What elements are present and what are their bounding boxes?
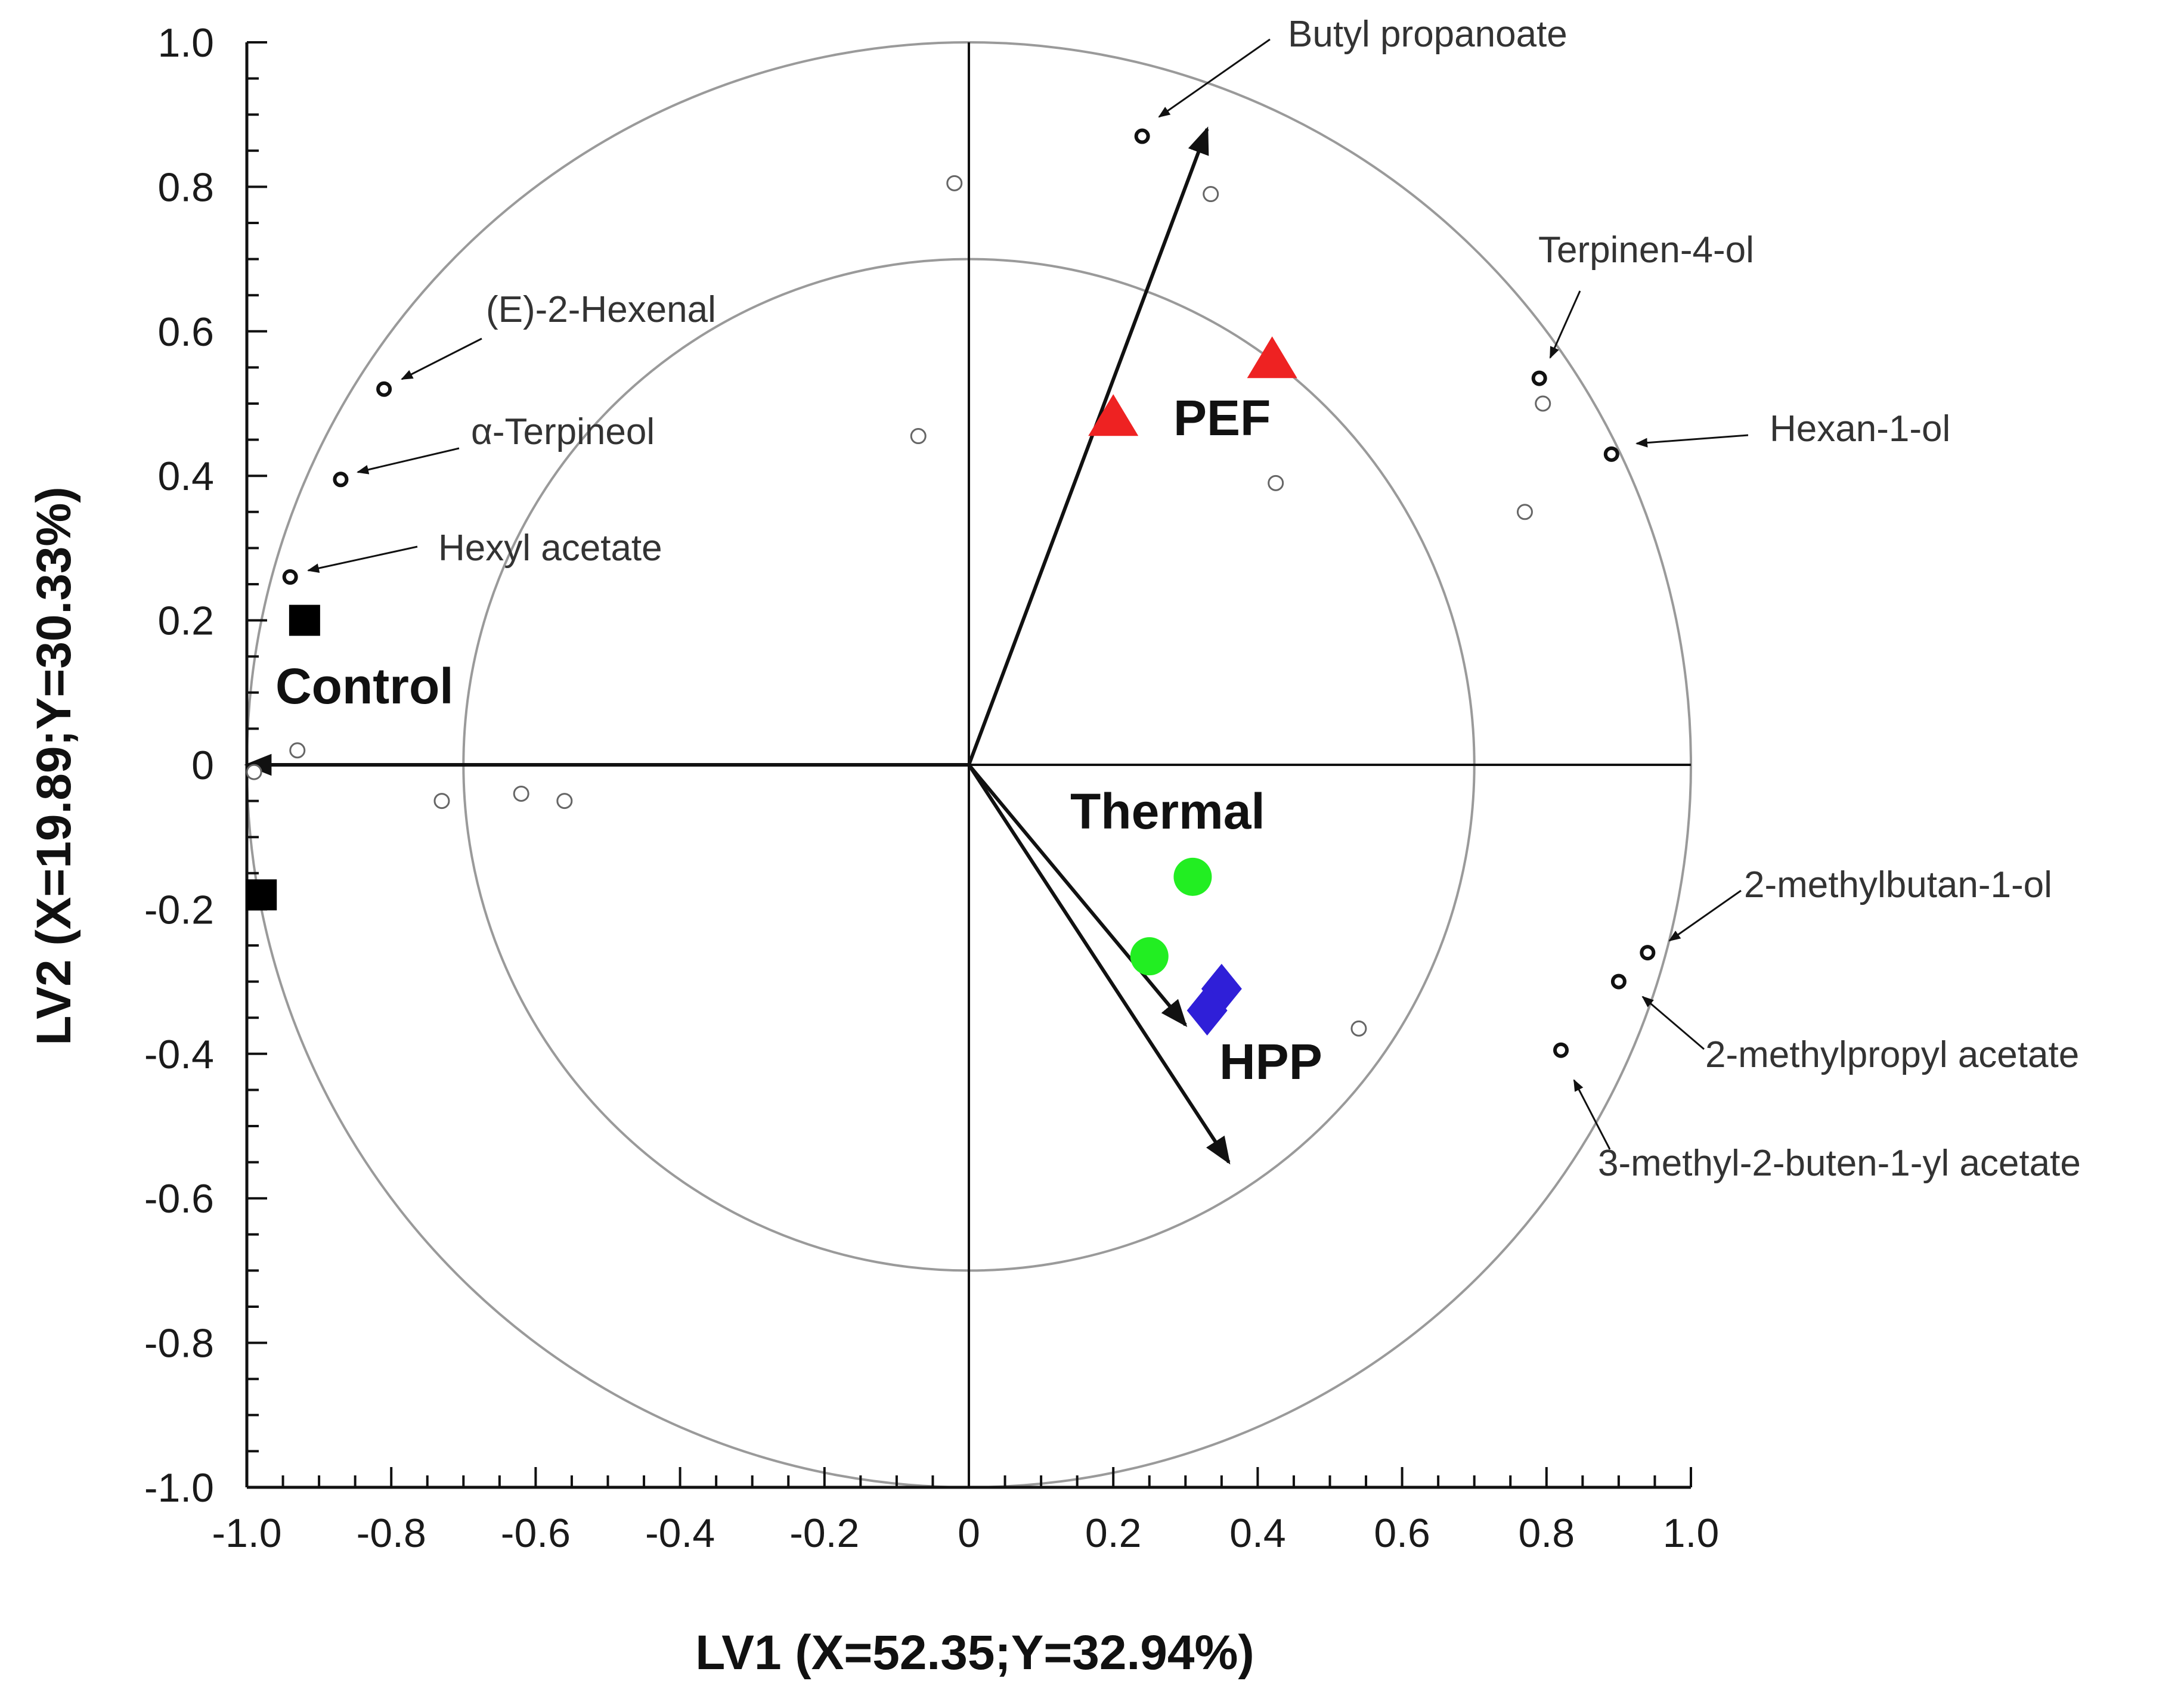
vector-thermal [967, 764, 1188, 1027]
variable-label: 2-methylpropyl acetate [1705, 1034, 2079, 1075]
x-tick-label: -0.8 [357, 1511, 426, 1556]
leader-line [1573, 1079, 1611, 1150]
variable-point [289, 742, 306, 759]
variable-point [1535, 395, 1551, 412]
y-tick-label: 0.2 [157, 599, 214, 644]
labeled-variable-point [376, 381, 392, 397]
labeled-variable-point [333, 472, 349, 488]
leader-line [1635, 434, 1749, 448]
y-tick-label: -1.0 [144, 1465, 214, 1511]
leader-line [1641, 996, 1705, 1050]
variable-point [946, 175, 963, 191]
y-tick-label: -0.4 [144, 1032, 214, 1077]
pef-marker [1088, 394, 1139, 436]
variable-point [1268, 475, 1284, 491]
y-tick-label: -0.6 [144, 1176, 214, 1221]
thermal-marker [1173, 857, 1212, 896]
group-label-hpp: HPP [1219, 1034, 1322, 1090]
y-tick-label: 1.0 [157, 20, 214, 66]
group-label-thermal: Thermal [1070, 783, 1265, 839]
group-label-pef: PEF [1173, 390, 1271, 446]
labeled-variable-point [1553, 1042, 1569, 1058]
y-tick-label: 0 [191, 743, 214, 788]
pef-marker [1247, 336, 1297, 379]
control-marker [289, 604, 320, 636]
variable-label: Hexyl acetate [438, 528, 662, 569]
x-tick-label: 0.4 [1229, 1511, 1286, 1556]
x-tick-label: 1.0 [1663, 1511, 1720, 1556]
x-axis-title: LV1 (X=52.35;Y=32.94%) [695, 1626, 1254, 1680]
leader-line [1158, 38, 1271, 118]
variable-point [246, 764, 262, 780]
variable-point [1516, 504, 1533, 520]
x-tick-label: 0.2 [1085, 1511, 1142, 1556]
labeled-variable-point [1134, 128, 1150, 144]
x-tick-label: -0.4 [645, 1511, 715, 1556]
hpp-marker [1187, 985, 1228, 1036]
variable-point [513, 785, 529, 802]
x-tick-label: 0.6 [1374, 1511, 1430, 1556]
x-tick-label: -1.0 [212, 1511, 281, 1556]
group-label-control: Control [275, 658, 454, 714]
vector-pef [967, 126, 1209, 766]
x-tick-label: -0.2 [789, 1511, 859, 1556]
labeled-variable-point [1610, 973, 1627, 990]
y-tick-label: 0.4 [157, 454, 214, 499]
leader-line [1549, 290, 1581, 359]
variable-point [1203, 186, 1219, 203]
x-tick-label: 0 [958, 1511, 980, 1556]
labeled-variable-point [1603, 446, 1619, 462]
variable-label: (E)-2-Hexenal [486, 289, 716, 330]
variable-point [1350, 1020, 1367, 1037]
variable-point [433, 793, 450, 810]
leader-line [401, 337, 482, 380]
variable-label: α-Terpineol [471, 411, 655, 452]
control-marker [246, 879, 277, 911]
y-tick-label: -0.2 [144, 887, 214, 932]
thermal-marker [1130, 937, 1169, 976]
variable-point [556, 793, 573, 810]
variable-point [910, 428, 927, 445]
y-tick-label: -0.8 [144, 1321, 214, 1366]
labeled-variable-point [282, 569, 298, 585]
y-tick-label: 0.8 [157, 165, 214, 210]
y-tick-label: 0.6 [157, 309, 214, 355]
vector-hpp [967, 764, 1231, 1165]
labeled-variable-point [1531, 370, 1547, 386]
y-axis-title: LV2 (X=19.89;Y=30.33%) [27, 486, 81, 1045]
variable-label: Butyl propanoate [1288, 14, 1567, 55]
leader-line [1668, 889, 1742, 942]
variable-label: Terpinen-4-ol [1538, 230, 1754, 271]
variable-label: Hexan-1-ol [1770, 408, 1950, 449]
labeled-variable-point [1640, 945, 1656, 961]
variable-label: 3-methyl-2-buten-1-yl acetate [1598, 1143, 2081, 1184]
x-tick-label: -0.6 [501, 1511, 571, 1556]
x-tick-label: 0.8 [1519, 1511, 1575, 1556]
leader-line [357, 447, 460, 475]
variable-label: 2-methylbutan-1-ol [1744, 864, 2052, 906]
leader-line [307, 545, 418, 573]
hpp-marker [1201, 963, 1242, 1014]
